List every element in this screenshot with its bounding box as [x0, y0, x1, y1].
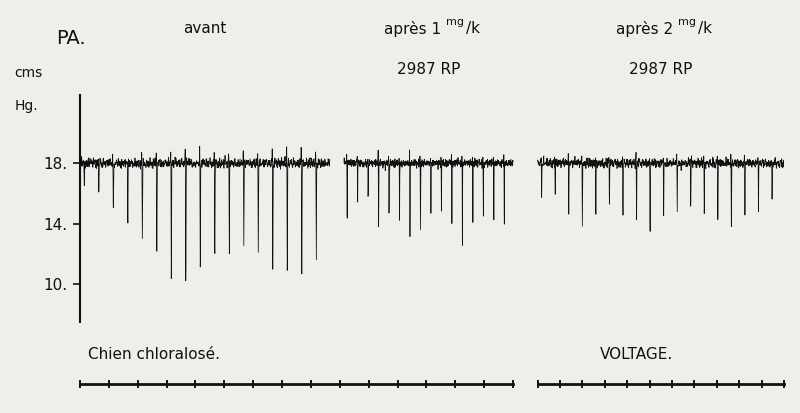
Text: mg: mg [678, 17, 696, 26]
Text: 2987 RP: 2987 RP [629, 62, 693, 77]
Text: après 2: après 2 [616, 21, 674, 37]
Text: /k: /k [698, 21, 712, 36]
Text: avant: avant [183, 21, 226, 36]
Text: après 1: après 1 [384, 21, 441, 37]
Text: Hg.: Hg. [14, 99, 38, 113]
Text: Chien chloralosé.: Chien chloralosé. [88, 347, 220, 362]
Text: /k: /k [466, 21, 480, 36]
Text: PA.: PA. [56, 29, 86, 48]
Text: mg: mg [446, 17, 464, 26]
Text: cms: cms [14, 66, 42, 80]
Text: 2987 RP: 2987 RP [397, 62, 460, 77]
Text: VOLTAGE.: VOLTAGE. [600, 347, 674, 362]
